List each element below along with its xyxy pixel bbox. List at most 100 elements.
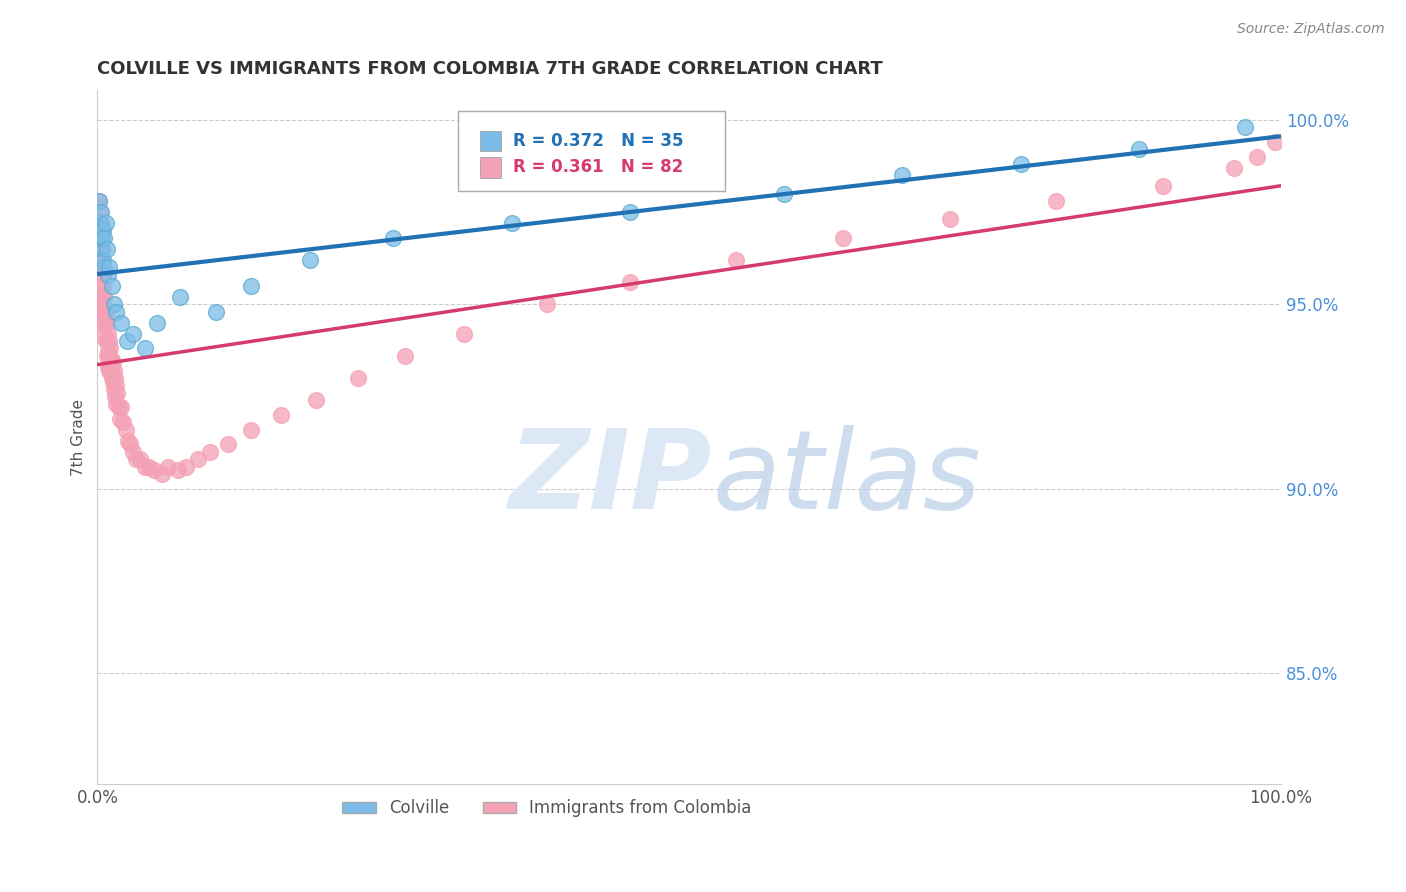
Point [90,205,112,219]
Point [1152,179,1174,194]
Point [98,260,121,275]
Point [166,463,188,477]
Point [536,297,558,311]
Point [98,334,121,348]
Point [89,216,111,230]
Point [129,452,152,467]
Point [110,316,132,330]
Point [107,401,129,415]
Point [101,375,124,389]
Point [138,459,160,474]
Point [104,389,127,403]
Bar [479,157,501,178]
Point [89,223,111,237]
Point [91,252,114,267]
Point [619,275,641,289]
Point [619,205,641,219]
Point [89,205,111,219]
Point [1128,142,1150,156]
Point [174,459,197,474]
Point [891,168,914,182]
Point [105,304,128,318]
Text: COLVILLE VS IMMIGRANTS FROM COLOMBIA 7TH GRADE CORRELATION CHART: COLVILLE VS IMMIGRANTS FROM COLOMBIA 7TH… [97,60,883,78]
Point [501,216,523,230]
Point [87,194,110,208]
Point [91,278,114,293]
Point [94,304,117,318]
Point [1010,157,1032,171]
Point [100,278,122,293]
Point [94,334,117,348]
Point [772,186,794,201]
Point [217,437,239,451]
Point [121,326,143,341]
Point [105,378,128,392]
Point [91,290,114,304]
Point [93,231,115,245]
Point [87,216,110,230]
Point [91,231,114,245]
Point [145,316,167,330]
Point [110,401,132,415]
Point [115,334,138,348]
Point [240,423,263,437]
Point [91,242,114,256]
Point [169,290,191,304]
Point [94,216,117,230]
Text: R = 0.372   N = 35: R = 0.372 N = 35 [513,132,683,150]
Point [93,326,115,341]
Point [97,268,120,282]
Point [93,316,115,330]
Point [98,342,121,356]
Point [114,423,136,437]
Point [91,278,114,293]
Point [91,297,114,311]
Point [94,316,117,330]
Point [1234,120,1257,135]
Point [89,231,111,245]
Point [134,459,156,474]
Point [112,415,135,429]
Point [91,304,114,318]
Point [157,459,180,474]
Point [101,356,124,370]
Point [98,359,121,374]
Point [90,216,112,230]
Legend: Colville, Immigrants from Colombia: Colville, Immigrants from Colombia [336,793,758,824]
Point [91,260,114,275]
Point [107,385,129,400]
Point [89,242,111,256]
Point [105,397,128,411]
Text: Source: ZipAtlas.com: Source: ZipAtlas.com [1237,22,1385,37]
Point [96,242,118,256]
Point [103,382,125,396]
Point [97,345,120,359]
Point [120,437,142,451]
Point [103,297,125,311]
Point [394,349,416,363]
Point [103,363,125,377]
Point [91,223,114,237]
Point [97,326,120,341]
Point [98,349,121,363]
Point [93,290,115,304]
Point [90,231,112,245]
Point [305,393,328,408]
Point [90,223,112,237]
Bar [479,130,501,152]
Point [270,408,292,422]
Text: atlas: atlas [713,425,981,533]
Point [382,231,405,245]
Point [832,231,855,245]
Point [299,252,322,267]
Text: R = 0.361   N = 82: R = 0.361 N = 82 [513,159,683,177]
Point [108,411,131,425]
Point [1264,135,1286,149]
Point [90,252,112,267]
Point [346,371,368,385]
Point [90,268,112,282]
Point [1246,150,1268,164]
Point [240,278,263,293]
Text: ZIP: ZIP [509,425,713,533]
Point [204,304,226,318]
